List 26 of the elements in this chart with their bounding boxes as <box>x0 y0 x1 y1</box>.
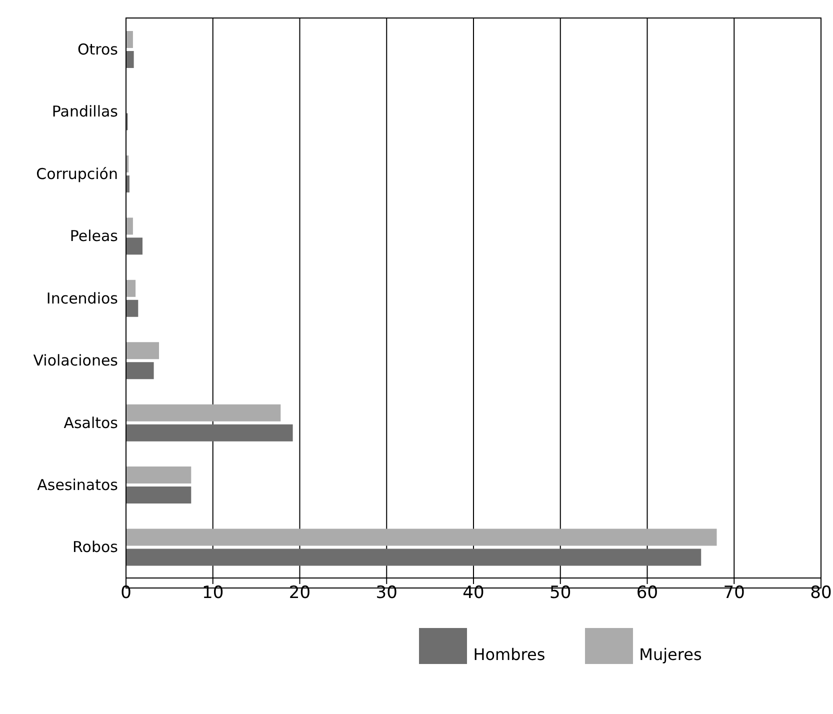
y-tick-label: Corrupción <box>36 164 118 183</box>
bar <box>126 280 136 297</box>
y-tick-label: Asaltos <box>64 414 118 432</box>
bar <box>126 51 134 68</box>
bar <box>126 218 133 235</box>
y-tick-label: Asesinatos <box>37 476 118 494</box>
bar <box>126 300 138 317</box>
bar <box>126 404 281 422</box>
y-tick-label: Peleas <box>70 227 118 246</box>
bar <box>126 486 192 504</box>
bar <box>126 528 717 546</box>
bar <box>126 466 192 484</box>
y-tick-label: Robos <box>72 538 118 556</box>
y-tick-label: Otros <box>77 40 118 58</box>
bar <box>126 238 143 255</box>
legend-label: Mujeres <box>639 645 702 664</box>
bar <box>126 31 133 48</box>
y-tick-label: Pandillas <box>52 102 118 121</box>
x-tick-label: 80 <box>810 583 832 604</box>
y-tick-label: Incendios <box>46 289 118 308</box>
y-tick-label: Violaciones <box>33 352 118 370</box>
bar <box>126 342 160 360</box>
legend-label: Hombres <box>473 645 546 664</box>
bar <box>126 424 293 442</box>
bar <box>126 548 702 566</box>
bar <box>126 362 154 380</box>
